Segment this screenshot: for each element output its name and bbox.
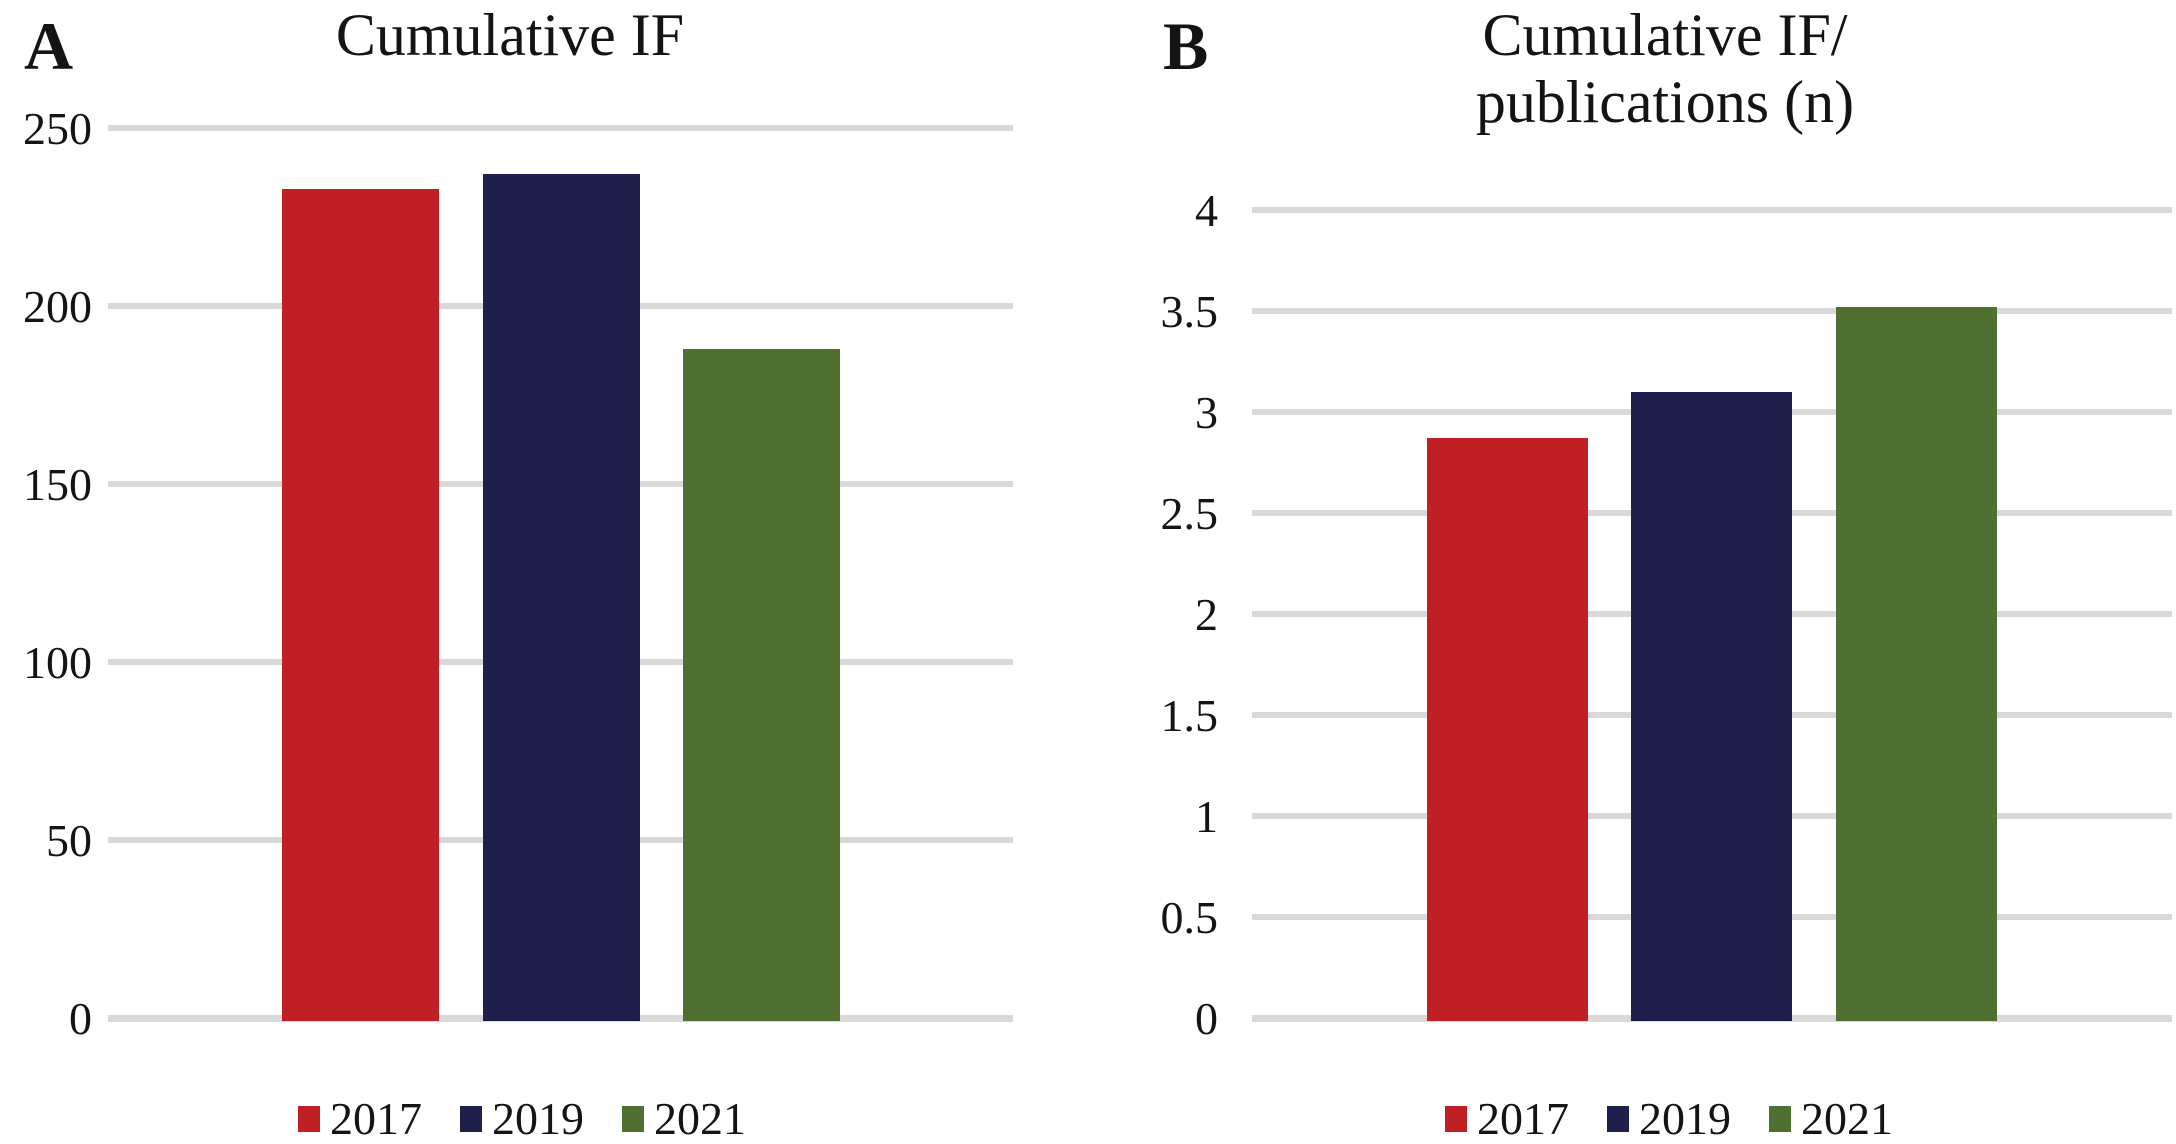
legend-swatch-2021 [1769, 1106, 1791, 1132]
legend-item-2019: 2019 [460, 1096, 584, 1142]
bar-2021 [1836, 306, 1997, 1021]
bar-2017 [1427, 438, 1588, 1021]
legend-swatch-2017 [298, 1106, 320, 1132]
gridline [108, 125, 1013, 131]
legend-swatch-2019 [1607, 1106, 1629, 1132]
y-tick-label: 1.5 [1160, 690, 1219, 741]
y-tick-label: 250 [23, 103, 92, 154]
panel-label-b: B [1163, 8, 1209, 84]
legend-label: 2021 [654, 1093, 746, 1144]
legend-item-2021: 2021 [1769, 1096, 1893, 1142]
legend-label: 2017 [330, 1093, 422, 1144]
gridline [1252, 308, 2172, 314]
chart-title: Cumulative IF [335, 2, 685, 68]
y-tick-label: 1 [1195, 791, 1218, 842]
y-tick-label: 150 [23, 459, 92, 510]
y-tick-label: 0 [1195, 993, 1218, 1044]
bar-2021 [683, 348, 840, 1021]
legend: 2017 2019 2021 [298, 1096, 746, 1142]
y-tick-label: 50 [46, 815, 92, 866]
legend-swatch-2017 [1445, 1106, 1467, 1132]
legend-swatch-2019 [460, 1106, 482, 1132]
legend-swatch-2021 [622, 1106, 644, 1132]
y-tick-label: 2.5 [1160, 488, 1219, 539]
bar-2019 [483, 174, 640, 1021]
y-tick-label: 3.5 [1160, 286, 1219, 337]
y-tick-label: 200 [23, 281, 92, 332]
y-tick-label: 100 [23, 637, 92, 688]
legend-item-2021: 2021 [622, 1096, 746, 1142]
legend-label: 2019 [1639, 1093, 1731, 1144]
y-tick-label: 2 [1195, 589, 1218, 640]
gridline [1252, 207, 2172, 213]
y-tick-label: 0.5 [1160, 892, 1219, 943]
legend: 2017 2019 2021 [1445, 1096, 1893, 1142]
bar-2017 [282, 188, 439, 1021]
y-tick-label: 4 [1195, 185, 1218, 236]
legend-item-2017: 2017 [298, 1096, 422, 1142]
y-tick-label: 0 [69, 993, 92, 1044]
panel-label-a: A [24, 8, 74, 84]
y-tick-label: 3 [1195, 387, 1218, 438]
legend-label: 2021 [1801, 1093, 1893, 1144]
legend-item-2017: 2017 [1445, 1096, 1569, 1142]
bar-2019 [1631, 391, 1792, 1021]
legend-label: 2017 [1477, 1093, 1569, 1144]
chart-title: Cumulative IF/ publications (n) [1475, 2, 1855, 136]
legend-item-2019: 2019 [1607, 1096, 1731, 1142]
legend-label: 2019 [492, 1093, 584, 1144]
